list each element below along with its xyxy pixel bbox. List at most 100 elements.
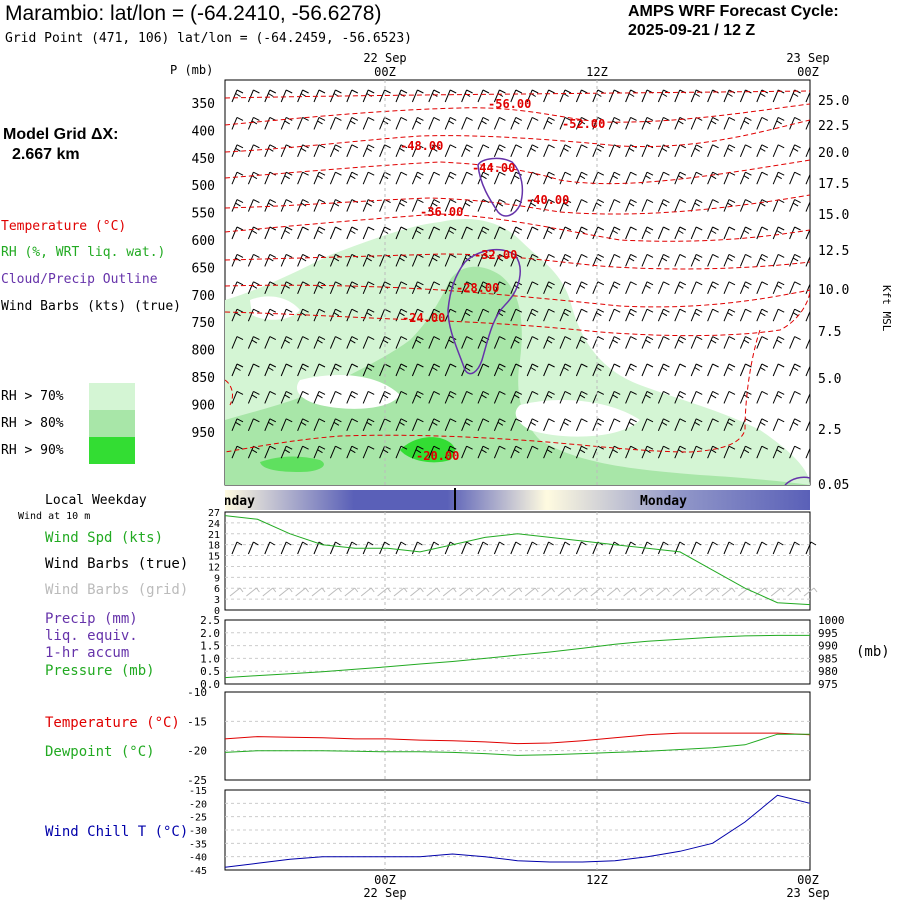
wind-barb: [362, 445, 375, 459]
wind-barb: [707, 171, 719, 185]
grid-wind-barb: [803, 587, 818, 597]
wind-barb: [592, 116, 605, 130]
wind-barb: [772, 445, 785, 459]
wind-barb: [789, 418, 801, 431]
tick-label: 18: [208, 541, 220, 552]
bottom-date-label: 22 Sep: [363, 886, 406, 900]
wind-barb: [657, 308, 670, 322]
wind-barb: [625, 281, 637, 294]
wind-barb: [543, 226, 555, 240]
wind-barb: [674, 253, 687, 267]
wind-barb: [608, 418, 621, 431]
wind-barb: [280, 89, 293, 103]
wind-barb: [329, 226, 342, 240]
wind-barb: [362, 144, 375, 157]
wind-barb: [428, 418, 441, 431]
wind-barb: [674, 336, 687, 349]
wind-barb: [707, 89, 719, 103]
tick-label: 9: [214, 573, 220, 584]
wind-barb: [264, 226, 277, 240]
rh70-swatch: [89, 383, 135, 410]
wind-barb: [428, 116, 441, 130]
wind-barb: [756, 116, 769, 130]
wind-barb: [493, 144, 506, 157]
wind-barb: [395, 199, 408, 212]
rh90-region-2: [260, 456, 324, 472]
wind-barb: [510, 390, 523, 404]
wind-barb: [805, 392, 810, 404]
wind-barb: [346, 390, 359, 404]
wind-barb: [739, 226, 752, 240]
wind-barb: [625, 171, 637, 185]
wind-barb: [444, 89, 457, 103]
wind-barb: [608, 116, 621, 130]
day-label-monday: Monday: [640, 494, 687, 509]
pressure-line: [224, 634, 810, 679]
wind-barb: [231, 116, 244, 130]
grid-wind-barb: [557, 587, 572, 597]
wind-barb: [608, 171, 621, 185]
wind-barb: [575, 418, 588, 431]
surface-wind-barb: [297, 541, 308, 555]
model-grid-value: 2.667 km: [12, 146, 80, 163]
wind-barb: [559, 171, 572, 185]
wind-barb: [231, 226, 244, 240]
wind-barb: [231, 445, 244, 459]
wind-barb: [641, 445, 654, 459]
wind-barb: [575, 281, 588, 294]
surface-wind-barb: [674, 541, 686, 555]
wind-barb: [805, 310, 810, 322]
bottom-date-label: 23 Sep: [786, 886, 829, 900]
grid-wind-barb: [393, 587, 408, 597]
wind-barb: [329, 363, 342, 377]
wind-barb: [280, 363, 293, 377]
height-tick: 22.5: [818, 119, 849, 134]
wind-barb: [428, 253, 441, 267]
wind-barb: [789, 445, 801, 459]
wind-barb: [789, 199, 801, 212]
wind-barb: [707, 418, 719, 431]
wind-barb: [510, 445, 523, 459]
temp-dew-panel: -10 -15 -20 -25 Temperature (°C) Dewpoint (…: [45, 686, 811, 787]
surface-wind-barb: [329, 541, 341, 555]
wind-barb: [559, 253, 572, 267]
tick-label: -25: [187, 774, 207, 787]
wind-barb: [690, 390, 703, 404]
temp-label: -24.00: [402, 311, 445, 325]
wind-barb: [379, 336, 391, 349]
grid-wind-barb: [475, 587, 490, 597]
grid-wind-barb: [656, 587, 670, 597]
wind-barb: [362, 336, 375, 349]
grid-wind-barb: [492, 587, 506, 597]
wind-barb: [510, 89, 523, 103]
grid-wind-barb: [524, 587, 539, 597]
grid-wind-barb: [311, 587, 326, 597]
wind-barb: [641, 253, 654, 267]
grid-wind-barb: [639, 587, 654, 597]
legend-windchill: Wind Chill T (°C): [45, 824, 188, 840]
wind-barb: [526, 445, 539, 459]
cross-section-panel: -56.00 -52.00 -48.00 -44.00 -40.00 -36.0…: [170, 51, 893, 493]
legend-rh: RH (%, WRT liq. wat.): [1, 245, 165, 260]
wind-barb: [444, 363, 457, 377]
wind-barb: [313, 144, 326, 157]
wind-barb: [231, 199, 244, 212]
wind-barb: [346, 363, 359, 377]
wind-barb: [772, 336, 785, 349]
wind-barb: [346, 308, 359, 322]
wind-barb: [461, 308, 473, 322]
temp-label: -48.00: [400, 139, 443, 153]
wind-barb: [329, 281, 342, 294]
wind-barb: [789, 171, 801, 185]
wind-barb: [493, 281, 506, 294]
wind-barb: [264, 336, 277, 349]
wind-barb: [297, 445, 309, 459]
tick-label: 0: [214, 606, 220, 617]
temperature-line: [224, 732, 811, 745]
grid-wind-barb: [459, 587, 474, 597]
wind-barb: [428, 363, 441, 377]
wind-barb: [362, 390, 375, 404]
wind-barb: [362, 418, 375, 431]
wind-barb: [772, 144, 785, 157]
wind-barb: [707, 144, 719, 157]
